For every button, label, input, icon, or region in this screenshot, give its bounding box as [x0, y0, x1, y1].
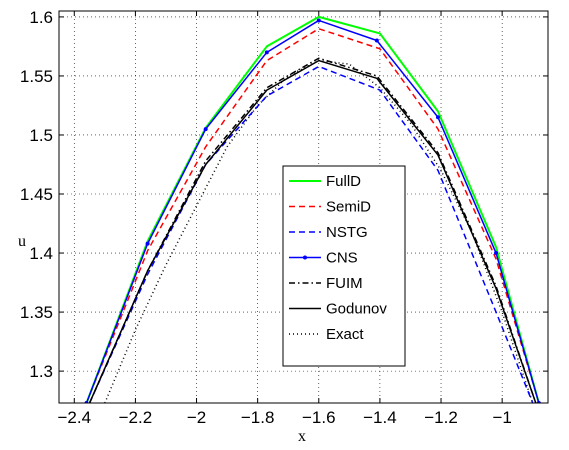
y-axis-label: u [18, 233, 26, 250]
series-point-cns [374, 38, 379, 43]
x-tick-label: −2.2 [119, 408, 153, 427]
y-tick-label: 1.6 [29, 8, 53, 27]
series-point-cns [316, 18, 321, 23]
x-tick-label: −2.4 [58, 408, 92, 427]
x-tick-label: −1.6 [302, 408, 336, 427]
y-tick-label: 1.5 [29, 126, 53, 145]
series-line-semid [85, 27, 540, 403]
y-tick-label: 1.3 [29, 362, 53, 381]
y-tick-label: 1.55 [20, 67, 53, 86]
legend: FullD SemiD NSTG CNS FUIM Godunov Exact [282, 165, 406, 367]
series-point-cns [264, 50, 269, 55]
series-line-fulld [85, 15, 540, 403]
legend-label-semid: SemiD [326, 199, 371, 216]
y-tick-label: 1.4 [29, 244, 53, 263]
legend-label-godunov: Godunov [326, 301, 387, 318]
series-point-cns [435, 115, 440, 120]
tick-labels: −2.4 −2.2 −2 −1.8 −1.6 −1.4 −1.2 −1 1.3 1.35 1.4 1.… [20, 8, 512, 427]
series-line-godunov [88, 59, 537, 403]
y-tick-label: 1.45 [20, 185, 53, 204]
series-layer [84, 15, 541, 403]
legend-label-exact: Exact [326, 326, 364, 343]
x-tick-label: −2 [187, 408, 206, 427]
x-tick-label: −1.4 [363, 408, 397, 427]
x-tick-label: −1 [492, 408, 511, 427]
x-axis-label: x [298, 428, 306, 445]
legend-label-cns: CNS [326, 250, 358, 267]
x-tick-label: −1.2 [424, 408, 458, 427]
legend-label-fuim: FUIM [326, 275, 363, 292]
series-point-cns [494, 251, 499, 256]
axis-ticks [59, 11, 548, 403]
series-line-nstg [88, 65, 534, 403]
x-tick-label: −1.8 [241, 408, 275, 427]
legend-marker-cns [303, 255, 307, 260]
y-tick-label: 1.35 [20, 303, 53, 322]
legend-label-fulld: FullD [326, 173, 361, 190]
plot-frame [58, 10, 549, 404]
series-point-cns [145, 241, 150, 246]
legend-label-nstg: NSTG [326, 224, 368, 241]
legend-box [282, 165, 406, 367]
series-point-cns [203, 127, 208, 132]
